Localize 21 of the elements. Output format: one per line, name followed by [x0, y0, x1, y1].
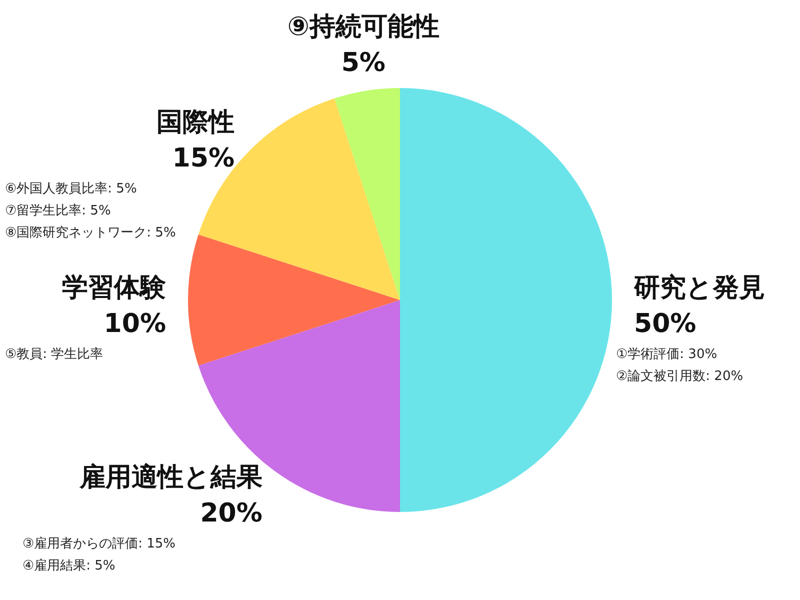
text: ④雇用結果: 5% — [22, 558, 116, 574]
pie-slice — [400, 88, 612, 512]
pie-slice — [188, 234, 400, 366]
text: ①学術評価: 30% — [616, 347, 718, 362]
slice-label: 学習体験 — [62, 273, 167, 303]
slice-label: ⑨持続可能性 — [287, 12, 440, 42]
data-label: 15% — [172, 144, 235, 174]
text: ⑦留学生比率: 5% — [5, 204, 111, 219]
slice-label: 国際性 — [156, 108, 235, 138]
slice-label: 研究と発見 — [633, 273, 765, 303]
text: ③雇用者からの評価: 15% — [22, 536, 176, 552]
data-label: 20% — [200, 498, 262, 528]
text: ⑥外国人教員比率: 5% — [5, 182, 137, 197]
data-label: 5% — [341, 48, 386, 78]
data-label: 10% — [104, 309, 166, 339]
text: ⑧国際研究ネットワーク: 5% — [5, 226, 176, 241]
text: ②論文被引用数: 20% — [616, 369, 744, 384]
data-label: 50% — [634, 309, 696, 339]
text: ⑤教員: 学生比率 — [5, 347, 104, 362]
slice-label: 雇用適性と結果 — [78, 462, 262, 492]
pie-slice — [334, 88, 400, 300]
